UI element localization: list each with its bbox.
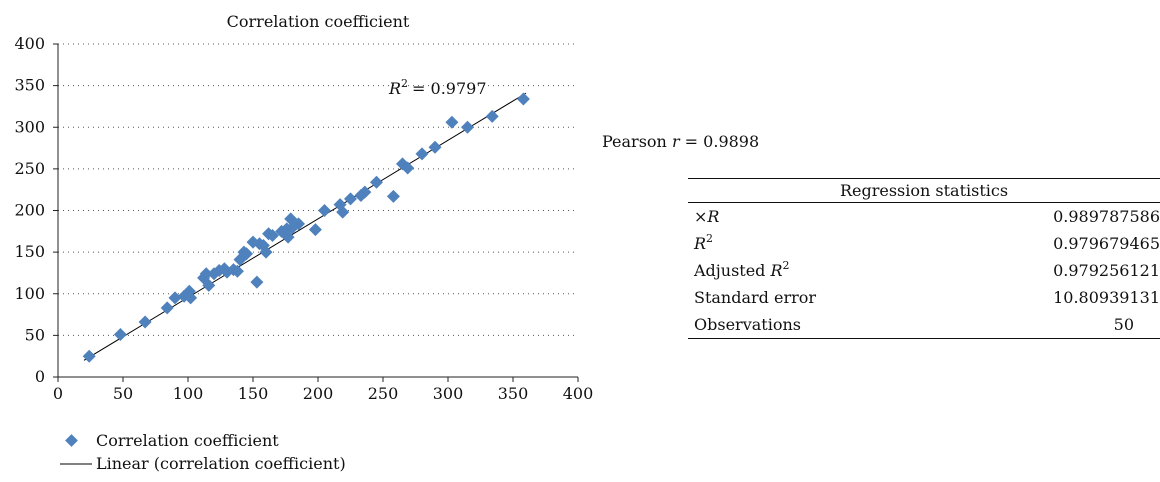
y-tick-label: 200 (14, 201, 45, 220)
r2-superscript: 2 (401, 77, 408, 90)
pearson-prefix: Pearson (602, 132, 672, 151)
data-point (336, 205, 350, 219)
row-value: 50 (1113, 315, 1134, 334)
r2-value: = 0.9797 (412, 79, 486, 98)
data-point (370, 175, 383, 189)
table-row: Adjusted R2 0.979256121 (688, 257, 1160, 284)
data-point (428, 140, 442, 154)
row-value: 0.979679465 (1053, 234, 1160, 253)
data-point (184, 291, 198, 305)
y-tick-label: 400 (14, 34, 45, 53)
data-point (516, 92, 530, 106)
r-squared-annotation: R2 = 0.9797 (388, 77, 487, 98)
data-point (401, 161, 415, 175)
pearson-symbol: r (671, 132, 680, 151)
data-point (259, 245, 273, 259)
y-tick-label: 0 (35, 367, 45, 386)
x-tick-label: 150 (238, 384, 269, 403)
data-points (82, 92, 530, 363)
y-tick-label: 300 (14, 117, 45, 136)
data-point (344, 192, 357, 206)
table-row: R2 0.979679465 (688, 230, 1160, 257)
r2-symbol: R (388, 79, 401, 98)
x-tick-label: 400 (563, 384, 594, 403)
trendline (83, 92, 527, 361)
data-point (199, 267, 213, 281)
pearson-correlation: Pearson r = 0.9898 (602, 132, 759, 151)
axes (53, 43, 579, 382)
data-point (207, 267, 221, 281)
data-point (168, 291, 182, 305)
data-point (281, 230, 295, 244)
row-value: 10.80939131 (1053, 288, 1160, 307)
data-point (138, 315, 152, 329)
data-point (250, 275, 264, 289)
data-point (415, 147, 429, 161)
data-point (292, 217, 305, 231)
data-point (318, 204, 331, 217)
chart-title: Correlation coefficient (227, 12, 410, 31)
legend-label-trend: Linear (correlation coefficient) (96, 454, 346, 473)
row-value: 0.989787586 (1053, 207, 1160, 226)
row-label: R2 (694, 232, 714, 253)
x-tick-label: 300 (433, 384, 464, 403)
data-point (266, 228, 279, 242)
data-point (358, 185, 372, 199)
tick-labels: 0 50 100 150 200 250 300 350 400 0 50 100 150 200 250 3… (14, 34, 593, 403)
regression-statistics-table: Regression statistics ×R 0.989787586 R2 … (688, 178, 1160, 339)
legend: Correlation coefficient Linear (correlat… (60, 431, 346, 473)
data-point (113, 328, 127, 342)
pearson-value: = 0.9898 (679, 132, 760, 151)
grid-lines (58, 43, 578, 336)
data-point (230, 264, 244, 278)
x-tick-label: 50 (113, 384, 133, 403)
y-tick-label: 100 (14, 284, 45, 303)
y-tick-label: 250 (14, 159, 45, 178)
legend-marker-points (65, 434, 78, 447)
trendline-segment (83, 92, 527, 361)
data-point (82, 349, 96, 363)
table-row: Standard error 10.80939131 (688, 284, 1160, 311)
data-point (461, 120, 474, 134)
x-tick-label: 250 (368, 384, 399, 403)
row-label: Adjusted R2 (694, 259, 790, 280)
data-point (202, 278, 216, 292)
data-point (308, 223, 322, 237)
x-tick-label: 350 (498, 384, 529, 403)
table-row: ×R 0.989787586 (688, 203, 1160, 230)
x-tick-label: 0 (53, 384, 63, 403)
y-tick-label: 50 (25, 325, 45, 344)
x-tick-label: 200 (303, 384, 334, 403)
data-point (386, 189, 400, 203)
row-value: 0.979256121 (1053, 261, 1160, 280)
x-tick-label: 100 (173, 384, 204, 403)
data-point (485, 109, 499, 123)
legend-label-points: Correlation coefficient (96, 431, 279, 450)
table-header: Regression statistics (688, 178, 1160, 203)
table-row: Observations 50 (688, 311, 1160, 339)
y-tick-label: 150 (14, 242, 45, 261)
row-label: Observations (694, 315, 801, 334)
y-tick-label: 350 (14, 76, 45, 95)
data-point (445, 115, 459, 129)
row-label: ×R (694, 207, 720, 226)
row-label: Standard error (694, 288, 817, 307)
data-point (240, 247, 253, 261)
data-point (160, 301, 174, 315)
